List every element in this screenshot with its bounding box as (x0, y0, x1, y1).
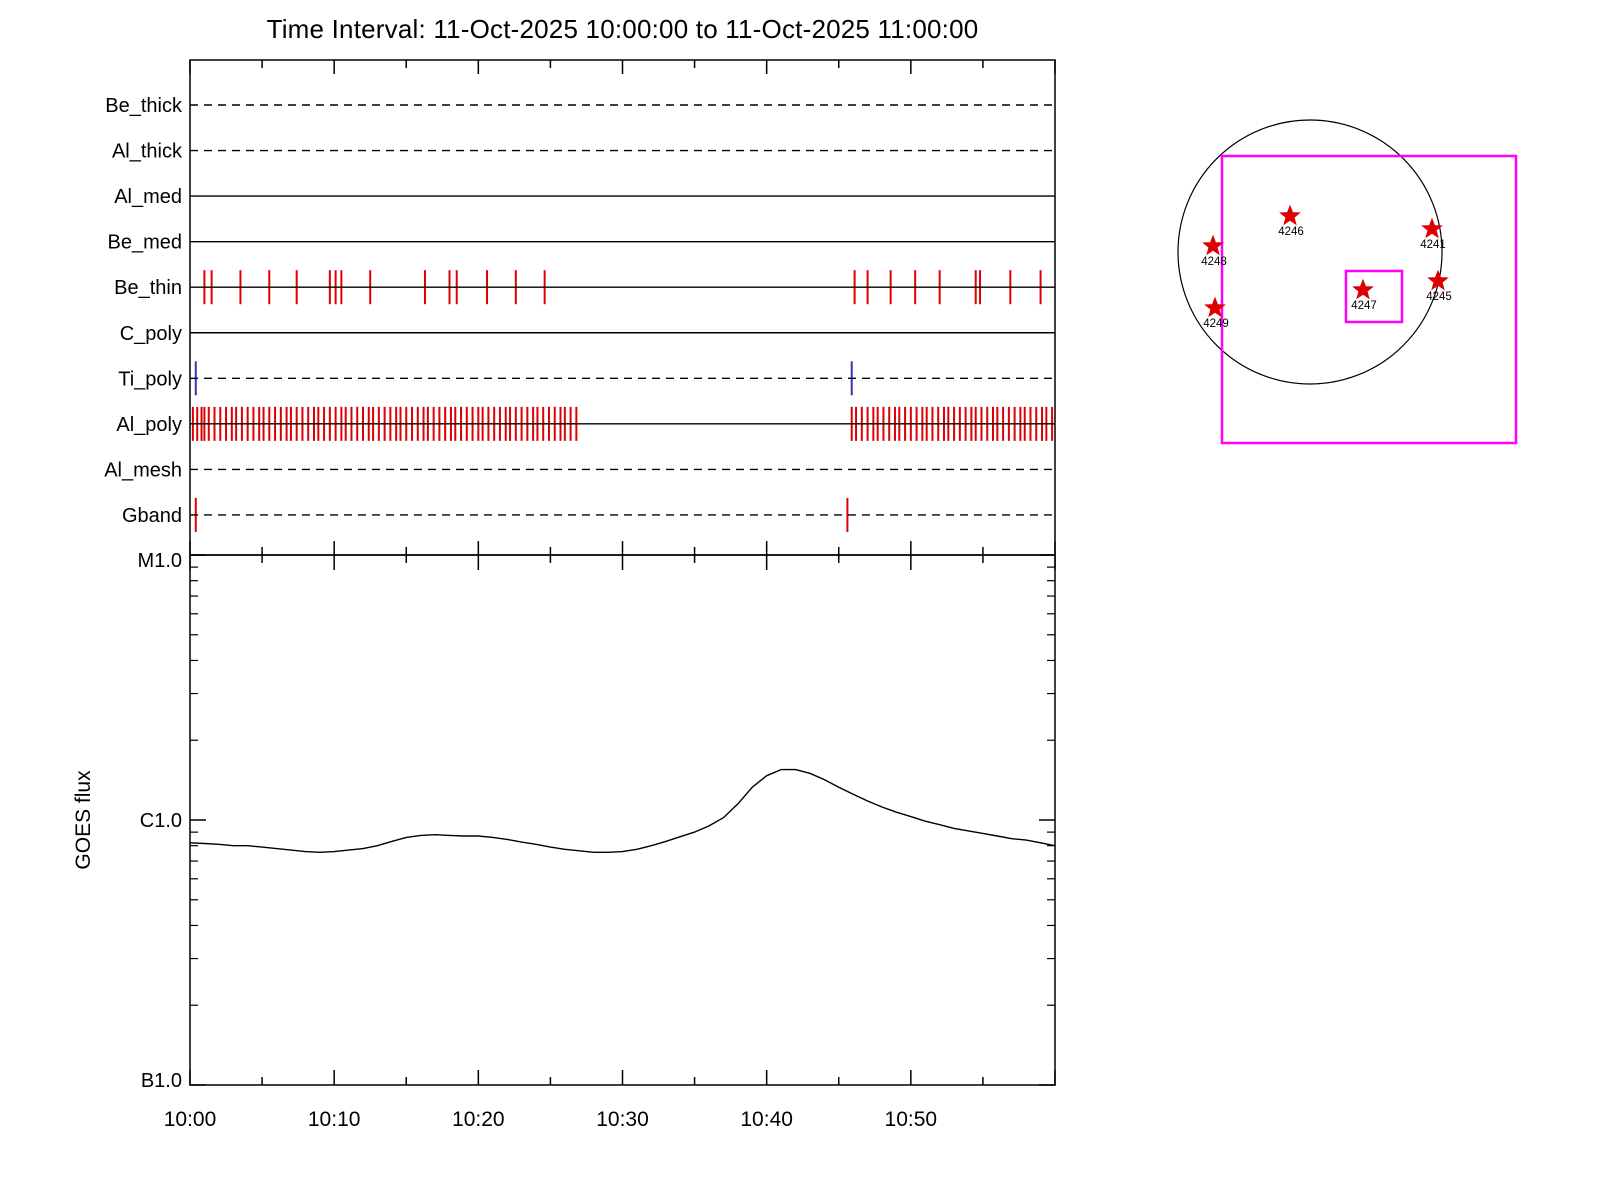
active-region-star (1421, 217, 1443, 239)
timeline-row-label: Al_poly (116, 414, 182, 436)
timeline-row-label: Ti_poly (118, 368, 182, 390)
timeline-row (190, 406, 1055, 441)
goes-y-tick-label: C1.0 (140, 810, 182, 832)
active-region-label: 4246 (1278, 226, 1304, 238)
goes-x-tick-label: 10:20 (452, 1108, 505, 1131)
goes-frame (189, 554, 1056, 1086)
fov-box (1220, 154, 1518, 445)
page-title: Time Interval: 11-Oct-2025 10:00:00 to 1… (266, 14, 979, 44)
goes-x-tick-label: 10:00 (164, 1108, 217, 1131)
active-region-star (1352, 278, 1374, 300)
active-region-star (1427, 269, 1449, 291)
active-region-label: 4248 (1201, 256, 1227, 268)
timeline-row (190, 361, 1055, 396)
active-region-star (1204, 296, 1226, 318)
fov-box (1344, 269, 1404, 324)
goes-y-tick-label: M1.0 (138, 550, 182, 572)
timeline-row-label: Al_med (114, 186, 182, 208)
timeline-row-label: Al_mesh (104, 459, 182, 481)
timeline-row (190, 497, 1055, 532)
timeline-frame (189, 59, 1056, 556)
goes-ylabel: GOES flux (72, 770, 95, 870)
active-region-star (1202, 234, 1224, 256)
solar-disk (1177, 119, 1443, 385)
timeline-row-label: Al_thick (112, 141, 183, 163)
goes-x-tick-label: 10:30 (596, 1108, 649, 1131)
active-region-label: 4247 (1351, 300, 1377, 312)
timeline-row-label: Be_thick (105, 95, 183, 117)
filter-timeline-panel: Be_thick Al_thick Al_med Be_med Be_thin C_pol… (104, 59, 1056, 556)
active-region-label: 4245 (1426, 291, 1452, 303)
active-region-label: 4249 (1203, 318, 1229, 330)
timeline-row-label: Be_thin (114, 277, 182, 299)
goes-y-tick-label: B1.0 (141, 1070, 182, 1092)
goes-flux-curve (189, 768, 1056, 853)
timeline-row-label: Be_med (108, 232, 183, 254)
goes-x-tick-label: 10:50 (885, 1108, 938, 1131)
active-region-star (1279, 204, 1301, 226)
timeline-row-label: Gband (122, 505, 182, 527)
active-region-label: 4241 (1420, 239, 1446, 251)
solar-map-panel: 4246 4241 4248 4245 4247 4249 (1177, 119, 1518, 445)
goes-flux-panel: 10:00 10:10 10:20 10:30 10:40 10:50 M1.0 C1.0 B1… (72, 550, 1056, 1131)
timeline-row-label: C_poly (120, 323, 182, 345)
timeline-row (190, 270, 1055, 305)
goes-x-tick-label: 10:10 (308, 1108, 361, 1131)
goes-x-tick-label: 10:40 (740, 1108, 793, 1131)
